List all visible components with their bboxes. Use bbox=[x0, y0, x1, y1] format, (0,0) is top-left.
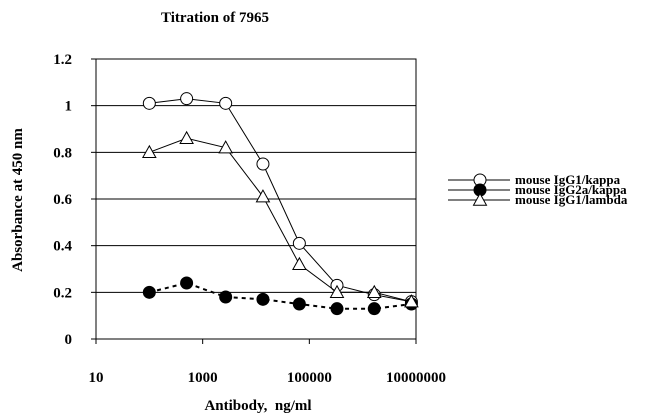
y-axis-ticks: 0 0.2 0.4 0.6 0.8 1 1.2 bbox=[53, 52, 96, 348]
y-tick-label: 0.8 bbox=[53, 145, 72, 161]
legend-label: mouse IgG1/lambda bbox=[515, 192, 628, 207]
legend-label: mouse IgG1/kappa bbox=[515, 172, 621, 187]
data-point bbox=[180, 276, 194, 290]
data-point bbox=[219, 290, 233, 304]
data-point bbox=[142, 96, 156, 110]
y-tick-label: 0 bbox=[65, 332, 73, 348]
x-axis-label: Antibody, ng/ml bbox=[204, 398, 311, 414]
x-tick-label: 10000000 bbox=[386, 370, 446, 386]
x-axis-ticks: 10 1000 100000 10000000 bbox=[89, 339, 446, 386]
legend-label: mouse IgG2a/kappa bbox=[515, 182, 627, 197]
data-point bbox=[256, 157, 270, 171]
data-point bbox=[329, 284, 345, 299]
y-tick-label: 1 bbox=[65, 99, 73, 115]
data-point bbox=[179, 130, 194, 145]
data-point bbox=[292, 297, 306, 311]
data-point bbox=[142, 285, 156, 299]
grid-lines bbox=[96, 58, 416, 293]
y-tick-label: 1.2 bbox=[53, 52, 72, 68]
series-3 bbox=[141, 130, 419, 308]
data-point bbox=[180, 92, 194, 106]
x-tick-label: 100000 bbox=[287, 370, 332, 386]
y-tick-label: 0.4 bbox=[53, 239, 72, 255]
data-point bbox=[292, 256, 307, 271]
data-point bbox=[218, 140, 234, 154]
series-line bbox=[149, 98, 412, 303]
data-point bbox=[141, 144, 157, 159]
x-tick-label: 10 bbox=[89, 370, 104, 386]
data-point bbox=[292, 236, 306, 250]
data-point bbox=[404, 294, 419, 308]
series-line bbox=[149, 137, 412, 303]
data-point bbox=[219, 96, 233, 110]
data-point bbox=[367, 302, 381, 316]
y-axis-label: Absorbance at 450 nm bbox=[10, 128, 26, 272]
legend-marker bbox=[472, 192, 488, 206]
series-group bbox=[141, 92, 419, 316]
legend-entry: mouse IgG2a/kappa bbox=[448, 182, 627, 197]
legend-entry: mouse IgG1/lambda bbox=[448, 192, 628, 207]
x-tick-label: 1000 bbox=[188, 370, 218, 386]
series-1 bbox=[142, 92, 418, 309]
data-point bbox=[330, 302, 344, 316]
legend-entry: mouse IgG1/kappa bbox=[448, 172, 621, 187]
y-tick-label: 0.2 bbox=[53, 285, 72, 301]
chart-title: Titration of 7965 bbox=[161, 10, 269, 26]
data-point bbox=[255, 189, 271, 203]
y-tick-label: 0.6 bbox=[53, 192, 72, 208]
data-point bbox=[256, 292, 270, 306]
data-point bbox=[366, 284, 382, 299]
